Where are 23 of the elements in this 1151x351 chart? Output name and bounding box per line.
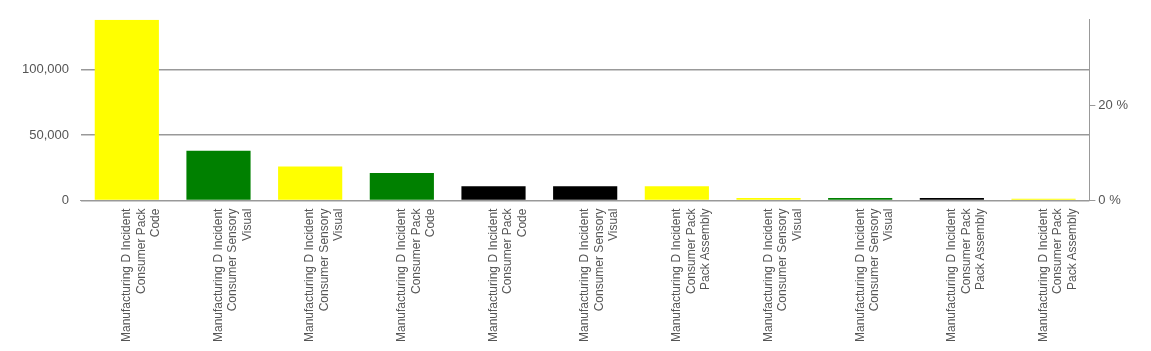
y-tick-label: 100,000 xyxy=(21,61,69,77)
bar xyxy=(186,150,251,200)
x-tick-label: Manufacturing D Incident Consumer Sensory Visual xyxy=(852,207,896,342)
bar xyxy=(94,19,159,200)
x-tick-label: Manufacturing D Incident Consumer Pack Code xyxy=(485,207,529,342)
x-tick-label: Manufacturing D Incident Consumer Pack Pack Assembly xyxy=(669,207,712,342)
bar xyxy=(553,186,618,200)
x-tick-label: Manufacturing D Incident Consumer Sensory Visual xyxy=(577,207,621,342)
x-tick-label: Manufacturing D Incident Consumer Pack Pack Assembly xyxy=(944,207,987,342)
bar xyxy=(278,166,343,200)
x-tick-label: Manufacturing D Incident Consumer Pack Code xyxy=(394,207,437,342)
x-tick-label: Manufacturing D Incident Consumer Pack Pack Assembly xyxy=(1035,207,1079,342)
y2-tick-label: 20 % xyxy=(1098,97,1129,113)
bar xyxy=(369,173,434,200)
x-tick-label: Manufacturing D Incident Consumer Sensory Visual xyxy=(210,207,254,342)
y-tick-label: 50,000 xyxy=(29,126,69,142)
y2-tick-label: 0 % xyxy=(1098,192,1122,208)
x-tick-label: Manufacturing D Incident Consumer Sensory Visual xyxy=(760,207,804,342)
x-tick-label: Manufacturing D Incident Consumer Sensory Visual xyxy=(302,207,346,342)
y-tick-label: 0 xyxy=(61,192,69,208)
bar xyxy=(461,186,526,200)
bar xyxy=(644,186,709,200)
x-tick-label: Manufacturing D Incident Consumer Pack Code xyxy=(119,207,162,342)
